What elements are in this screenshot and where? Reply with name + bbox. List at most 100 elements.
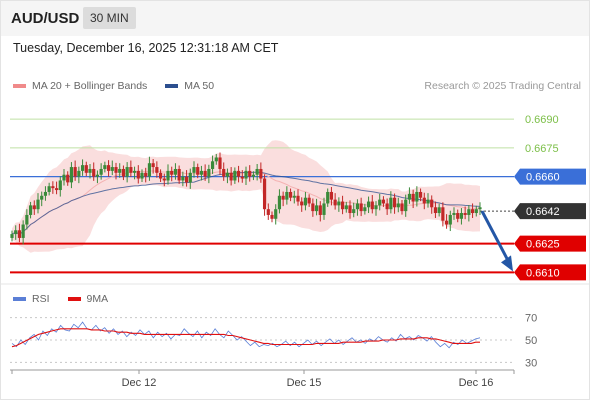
target-tag (514, 264, 586, 281)
candle-body (170, 170, 174, 175)
candle-body (25, 214, 29, 225)
candle-body (352, 209, 356, 214)
current-price-label: 0.6642 (526, 206, 560, 218)
candle-body (426, 199, 430, 204)
candle-body (337, 201, 341, 206)
candle-body (307, 197, 311, 204)
candle-body (95, 174, 100, 177)
candle-body (448, 214, 452, 225)
candle-body (392, 197, 397, 208)
candle-body (344, 205, 348, 210)
candle-body (422, 197, 426, 204)
candle-body (411, 193, 415, 202)
x-tick-label: Dec 12 (122, 377, 157, 389)
timeframe-button[interactable]: 30 MIN (83, 7, 136, 29)
candle-body (73, 167, 77, 177)
candle-body (162, 178, 166, 181)
candle-body (415, 191, 419, 202)
candle-body (404, 199, 408, 212)
timestamp: Tuesday, December 16, 2025 12:31:18 AM C… (13, 41, 279, 55)
candle-body (225, 172, 230, 177)
candle-body (374, 205, 378, 210)
candle-body (203, 170, 207, 177)
candle-body (240, 176, 244, 179)
current-price-tag (514, 203, 586, 220)
candle-body (478, 207, 482, 210)
candle-body (114, 167, 118, 173)
candle-body (322, 203, 326, 215)
price-legend: MA 20 + Bollinger Bands MA 50 (13, 80, 232, 92)
candle-body (389, 197, 393, 210)
candle-body (288, 191, 293, 198)
candle-body (214, 157, 218, 162)
candle-body (10, 234, 14, 238)
candle-body (62, 174, 66, 181)
target-tag (514, 235, 586, 252)
candle-body (36, 199, 40, 210)
credit-text: Research © 2025 Trading Central (424, 80, 581, 92)
currency-pair: AUD/USD (11, 10, 80, 27)
target-label: 0.6625 (526, 239, 560, 251)
candle-body (251, 174, 256, 177)
candle-body (370, 201, 374, 210)
candle-body (218, 157, 222, 169)
candle-body (285, 191, 289, 200)
candle-body (99, 168, 103, 175)
candle-body (103, 165, 107, 169)
rsi-legend-label: RSI (32, 293, 50, 305)
x-tick-label: Dec 15 (287, 377, 322, 389)
candle-body (222, 168, 226, 177)
candle-body (281, 195, 285, 200)
pivot-label: 0.6660 (526, 172, 560, 184)
candle-body (274, 209, 278, 219)
candle-body (463, 213, 467, 215)
top-bar: AUD/USD 30 MIN (0, 0, 590, 36)
candle-body (177, 168, 181, 181)
ma50-legend-label: MA 50 (184, 80, 215, 92)
forecast-arrow-shaft (480, 210, 511, 264)
candle-body (121, 168, 126, 177)
candle-body (84, 165, 88, 173)
ma9-swatch (67, 297, 81, 301)
candle-body (118, 168, 122, 173)
resistance-label: 0.6690 (525, 114, 559, 126)
forecast-arrow-head (501, 255, 513, 272)
candle-body (58, 180, 62, 191)
candle-body (366, 201, 371, 208)
candle-body (266, 209, 270, 215)
candle-body (66, 174, 70, 183)
candle-body (47, 186, 51, 192)
candle-body (400, 203, 404, 212)
candle-body (140, 172, 144, 179)
candle-body (184, 176, 189, 183)
candle-body (92, 168, 96, 177)
candle-body (363, 207, 367, 212)
candle-body (474, 209, 478, 214)
candle-body (40, 195, 44, 200)
candle-body (378, 199, 382, 206)
candle-body (147, 163, 152, 177)
candle-body (69, 167, 74, 183)
candle-body (314, 205, 319, 212)
candle-body (262, 178, 267, 210)
candle-body (433, 207, 438, 214)
candle-body (181, 176, 185, 181)
candle-body (192, 167, 196, 173)
candle-body (17, 230, 22, 238)
rsi-line (11, 321, 481, 349)
candle-body (348, 205, 352, 214)
candle-body (54, 188, 59, 191)
candle-body (136, 170, 140, 179)
candle-body (207, 168, 211, 177)
candle-body (188, 172, 192, 183)
candle-body (125, 167, 129, 177)
candle-body (144, 172, 148, 177)
candle-body (396, 203, 400, 208)
candle-body (303, 197, 308, 206)
rsi-tick-label: 70 (525, 313, 537, 325)
rsi-swatch (13, 297, 26, 301)
candle-body (80, 165, 85, 171)
candle-body (311, 203, 315, 212)
bollinger-band (12, 140, 480, 253)
